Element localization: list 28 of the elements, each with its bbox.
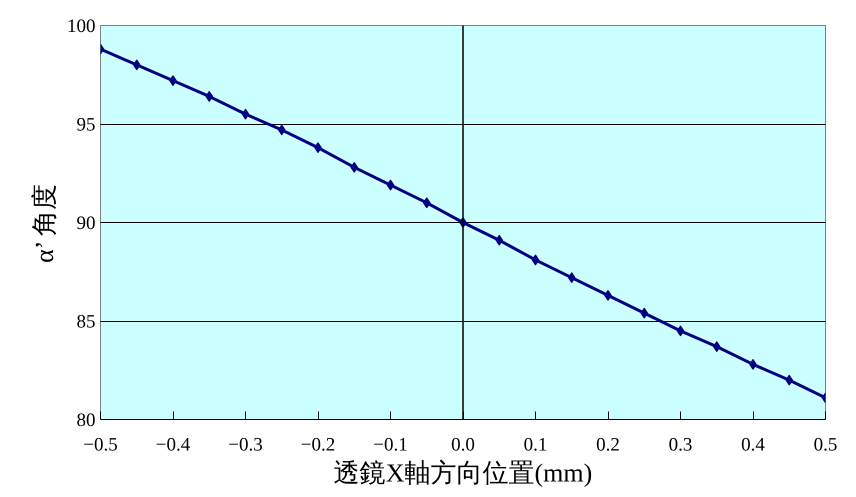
point [568, 272, 576, 284]
x-tick-label: 0.2 [596, 434, 620, 456]
x-tick-label: 0.5 [814, 434, 838, 456]
x-tick-label: −0.3 [228, 434, 263, 456]
x-tick-label: −0.1 [373, 434, 408, 456]
y-tick-label: 85 [76, 312, 96, 332]
point [422, 197, 431, 208]
y-axis-title: α’ 角度 [30, 184, 59, 263]
point [278, 124, 286, 136]
point [350, 162, 358, 173]
point [640, 308, 648, 319]
x-tick-label: 0.3 [668, 434, 692, 456]
point [785, 374, 794, 386]
x-axis-title: 透鏡X軸方向位置(mm) [334, 458, 592, 488]
x-tick-label: −0.4 [156, 434, 191, 456]
point [205, 90, 214, 102]
y-tick-label: 90 [76, 213, 96, 234]
point [132, 59, 141, 70]
point [495, 234, 504, 246]
x-tick-label: 0.1 [524, 434, 548, 456]
point [712, 341, 721, 352]
x-tick-label: 0.4 [741, 434, 766, 456]
y-tick-label: 80 [76, 410, 96, 431]
x-tick-label: 0.0 [451, 434, 475, 456]
x-tick-label: −0.2 [300, 434, 336, 456]
y-tick-label: 100 [67, 16, 96, 37]
y-tick-label: 95 [76, 114, 96, 136]
x-tick-label: −0.5 [83, 434, 118, 456]
